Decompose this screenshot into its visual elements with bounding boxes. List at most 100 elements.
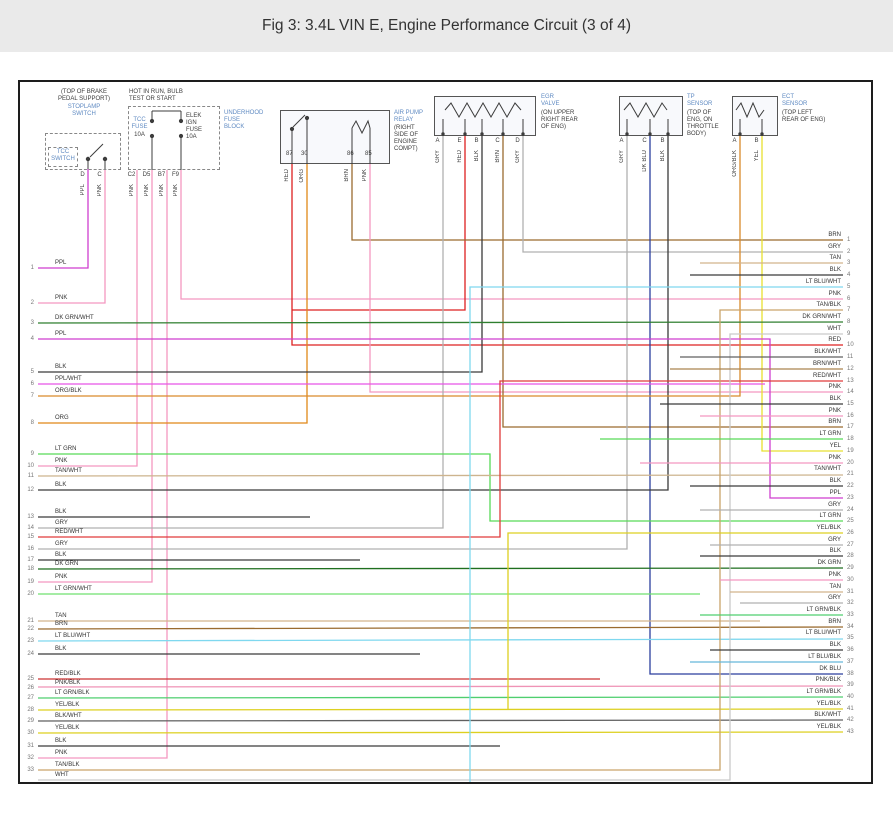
left-row-number: 21 [27,618,34,624]
left-row-label: WHT [55,772,69,778]
left-row-label: DK GRN/WHT [55,315,94,321]
left-row-number: 10 [27,463,34,469]
right-row-label: PNK [828,384,841,390]
left-row-label: PNK [55,458,68,464]
left-row-number: 17 [27,557,34,563]
wire-color-label: PNK [362,169,368,182]
wire-terminal-id: B7 [157,172,166,178]
underhood-fuse-block-label: UNDERHOOD FUSE BLOCK [224,110,264,130]
right-row-label: TAN [829,584,841,590]
wire-color-label: PNK [144,184,150,197]
right-row-number: 6 [847,296,851,302]
fuse-block-hot-note: HOT IN RUN, BULB TEST OR START [129,89,183,102]
left-row-number: 16 [27,546,34,552]
right-row-number: 29 [847,565,854,571]
left-row-number: 29 [27,718,34,724]
stoplamp-location-note: (TOP OF BRAKE PEDAL SUPPORT) [57,89,110,102]
right-row-label: BLK [829,642,841,648]
right-row-label: DK BLU [819,666,841,672]
left-row-label: YEL/BLK [55,725,80,731]
right-row-number: 11 [847,354,854,360]
left-row-label: BLK/WHT [55,713,82,719]
right-row-label: PNK [828,572,841,578]
left-row-number: 9 [30,451,34,457]
right-row-label: LT BLU/WHT [805,279,841,285]
tp-sensor-note: (TOP OF ENG, ON THROTTLE BODY) [687,110,719,137]
right-row-number: 23 [847,495,854,501]
left-row-number: 30 [27,730,34,736]
left-row-number: 11 [27,473,34,479]
right-row-label: DK GRN [817,560,841,566]
wire-color-label: PNK [97,184,103,197]
left-row-label: BRN [55,621,68,627]
figure-title: Fig 3: 3.4L VIN E, Engine Performance Ci… [261,17,631,34]
left-row-label: BLK [55,364,67,370]
right-row-label: LT BLU/WHT [805,630,841,636]
wire-color-label: RED [284,169,290,182]
right-row-label: BRN [828,419,841,425]
left-row-label: YEL/BLK [55,702,80,708]
right-row-number: 16 [847,413,854,419]
left-row-label: TAN/BLK [55,762,80,768]
wire-color-label: PNK [129,184,135,197]
wire-color-label: DK BLU [642,150,648,172]
left-row-number: 33 [27,767,34,773]
left-row-label: BLK [55,552,67,558]
left-row-number: 26 [27,685,34,691]
tcc-fuse-label: TCC FUSE [131,117,148,130]
right-row-label: RED/WHT [813,373,841,379]
left-row-label: PPL [55,260,67,266]
right-row-number: 42 [847,717,854,723]
left-row-number: 2 [30,300,34,306]
left-row-number: 31 [27,743,34,749]
left-row-number: 23 [27,638,34,644]
title-bar: Fig 3: 3.4L VIN E, Engine Performance Ci… [0,0,893,52]
left-row-number: 8 [30,420,34,426]
right-row-label: TAN/WHT [814,466,841,472]
left-row-label: LT GRN/WHT [55,586,92,592]
wire-color-label: BLK [660,150,666,162]
left-row-label: GRY [55,541,68,547]
wire-terminal-id: B [474,138,479,144]
right-row-number: 20 [847,460,854,466]
right-row-number: 15 [847,401,854,407]
right-row-label: BLK [829,267,841,273]
right-row-label: YEL/BLK [816,701,841,707]
left-row-number: 14 [27,525,34,531]
right-row-label: BRN/WHT [813,361,841,367]
right-row-number: 36 [847,647,854,653]
right-row-number: 18 [847,436,854,442]
left-row-number: 22 [27,626,34,632]
left-row-number: 25 [27,676,34,682]
left-row-number: 15 [27,534,34,540]
right-row-number: 3 [847,260,851,266]
wire-color-label: RED [457,150,463,163]
left-row-number: 7 [30,393,34,399]
left-row-label: LT GRN/BLK [55,690,90,696]
wire-color-label: GRY [619,150,625,163]
right-row-label: PNK/BLK [815,677,841,683]
left-row-label: PNK/BLK [55,680,81,686]
left-row-number: 27 [27,695,34,701]
right-row-label: GRY [828,537,841,543]
wire-color-label: ORG/BLK [732,150,738,177]
wire-terminal-id: F9 [171,172,179,178]
stoplamp-switch-label: STOPLAMP SWITCH [67,104,101,117]
left-row-number: 1 [30,265,34,271]
right-row-label: GRY [828,244,841,250]
wire-color-label: PPL [80,184,86,196]
wire-terminal-id: C [642,138,647,144]
right-row-label: BLK [829,548,841,554]
left-row-number: 12 [27,487,34,493]
left-row-label: BLK [55,738,67,744]
right-row-number: 19 [847,448,854,454]
left-row-number: 18 [27,566,34,572]
left-row-label: RED/BLK [55,671,81,677]
right-row-label: TAN/BLK [816,302,841,308]
right-row-label: PNK [828,291,841,297]
left-row-number: 3 [30,320,34,326]
right-row-number: 17 [847,424,854,430]
right-row-number: 34 [847,624,854,630]
right-row-number: 33 [847,612,854,618]
